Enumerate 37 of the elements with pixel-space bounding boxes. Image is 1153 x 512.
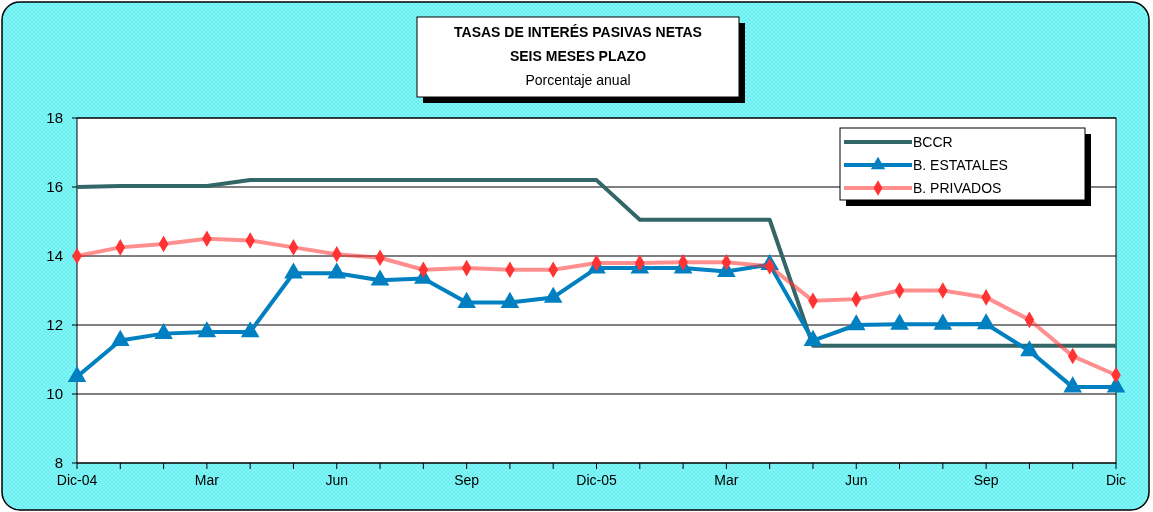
x-tick-label: Mar bbox=[194, 472, 220, 488]
point bbox=[240, 321, 260, 338]
chart-subtitle: SEIS MESES PLAZO bbox=[509, 48, 647, 64]
point bbox=[803, 329, 823, 346]
y-tick-label: 10 bbox=[46, 385, 63, 403]
text: Porcentaje anual bbox=[525, 72, 631, 88]
y-tick-label: 18 bbox=[46, 109, 63, 127]
legend-label: B. PRIVADOS bbox=[913, 179, 1002, 196]
x-tick-label: Sep bbox=[454, 472, 480, 488]
point bbox=[1063, 376, 1083, 393]
point bbox=[890, 313, 909, 330]
x-tick-label: Dic-04 bbox=[56, 472, 98, 488]
y-tick-label: 16 bbox=[46, 178, 63, 196]
x-tick-label: Sep bbox=[973, 472, 999, 488]
point bbox=[933, 313, 953, 330]
x-tick-label: Dic bbox=[1105, 472, 1127, 488]
chart-title: TASAS DE INTERÉS PASIVAS NETAS bbox=[454, 24, 702, 40]
y-tick-label: 14 bbox=[46, 247, 63, 265]
legend-label: B. ESTATALES bbox=[913, 156, 1008, 173]
point bbox=[500, 291, 520, 308]
point bbox=[846, 314, 866, 331]
point bbox=[457, 291, 476, 308]
point bbox=[370, 269, 390, 286]
x-tick-label: Jun bbox=[844, 472, 868, 488]
point bbox=[67, 366, 87, 383]
point bbox=[154, 322, 173, 339]
x-tick-label: Jun bbox=[325, 472, 349, 488]
y-tick-label: 12 bbox=[46, 316, 63, 334]
point bbox=[976, 313, 996, 330]
point bbox=[1020, 340, 1039, 357]
point bbox=[543, 286, 563, 303]
legend-label: BCCR bbox=[913, 133, 953, 150]
y-tick-label: 8 bbox=[54, 454, 63, 472]
point bbox=[197, 321, 217, 338]
point bbox=[110, 329, 130, 346]
x-tick-label: Dic-05 bbox=[576, 472, 617, 488]
x-tick-label: Mar bbox=[714, 472, 739, 488]
